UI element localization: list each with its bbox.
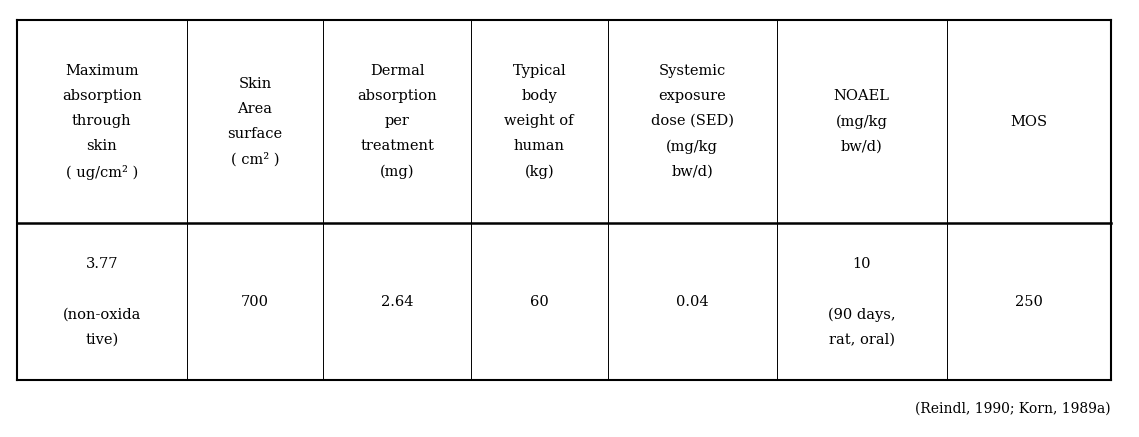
Text: Maximum
absorption
through
skin
( ug/cm² ): Maximum absorption through skin ( ug/cm²…: [62, 63, 141, 180]
Text: 700: 700: [241, 295, 269, 309]
Text: 0.04: 0.04: [675, 295, 708, 309]
Text: Dermal
absorption
per
treatment
(mg): Dermal absorption per treatment (mg): [358, 64, 437, 179]
Text: Skin
Area
surface
( cm² ): Skin Area surface ( cm² ): [228, 76, 282, 166]
Text: (Reindl, 1990; Korn, 1989a): (Reindl, 1990; Korn, 1989a): [915, 402, 1111, 416]
Text: 60: 60: [530, 295, 549, 309]
Text: MOS: MOS: [1010, 114, 1047, 128]
Text: 250: 250: [1015, 295, 1042, 309]
Text: Systemic
exposure
dose (SED)
(mg/kg
bw/d): Systemic exposure dose (SED) (mg/kg bw/d…: [650, 64, 734, 179]
Text: 3.77

(non-oxida
tive): 3.77 (non-oxida tive): [63, 257, 141, 346]
Text: 10

(90 days,
rat, oral): 10 (90 days, rat, oral): [828, 257, 895, 347]
Text: Typical
body
weight of
human
(kg): Typical body weight of human (kg): [505, 64, 574, 179]
Text: 2.64: 2.64: [380, 295, 413, 309]
Text: NOAEL
(mg/kg
bw/d): NOAEL (mg/kg bw/d): [834, 89, 890, 154]
